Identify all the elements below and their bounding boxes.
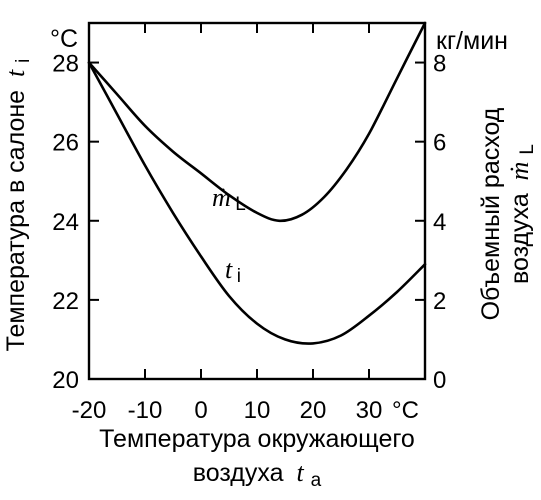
y-left-tick-label: 24 bbox=[52, 209, 79, 236]
series-line-interior-temp bbox=[87, 61, 427, 345]
y-right-tick-label: 6 bbox=[433, 130, 446, 157]
y-right-axis-label-line-2: воздуха ṁ L bbox=[505, 144, 538, 284]
y-right-axis-label-text: воздуха bbox=[506, 193, 534, 284]
series-label-interior-temp: t i bbox=[225, 255, 241, 287]
series-label-mass-flow-subscript: L bbox=[235, 194, 246, 215]
y-left-axis-subscript: i bbox=[13, 59, 34, 63]
x-tick-label: -10 bbox=[128, 397, 163, 424]
x-tick-label: 10 bbox=[244, 397, 271, 424]
curves bbox=[87, 21, 427, 345]
y-right-axis-symbol: ṁ bbox=[505, 162, 534, 181]
y-left-tick-label: 28 bbox=[52, 51, 79, 78]
y-right-tick-label: 4 bbox=[433, 209, 446, 236]
y-right-tick-label: 2 bbox=[433, 288, 446, 315]
y-right-tick-label: 0 bbox=[433, 367, 446, 394]
y-left-axis-label: Температура в салоне t i bbox=[1, 59, 34, 352]
y-left-tick-label: 20 bbox=[52, 367, 79, 394]
y-right-tick-label: 8 bbox=[433, 51, 446, 78]
y-left-tick-label: 22 bbox=[52, 288, 79, 315]
series-label-mass-flow: ṁ L bbox=[212, 183, 246, 215]
x-tick-label: 0 bbox=[194, 397, 207, 424]
series-label-mass-flow-symbol: ṁ bbox=[212, 183, 231, 212]
y-left-unit: °C bbox=[50, 25, 78, 53]
x-axis-label-line-2: воздуха t a bbox=[193, 458, 322, 491]
y-left-tick-label: 26 bbox=[52, 130, 79, 157]
series-label-interior-temp-subscript: i bbox=[237, 266, 241, 287]
x-axis-unit: °C bbox=[392, 397, 419, 424]
series-line-mass-flow bbox=[87, 21, 427, 223]
y-left-axis-label-text: Температура в салоне bbox=[2, 90, 30, 351]
x-axis-subscript: a bbox=[311, 470, 322, 491]
x-tick-label: -20 bbox=[72, 397, 107, 424]
ticks bbox=[88, 23, 425, 380]
plot-frame bbox=[87, 21, 427, 381]
x-tick-label: 30 bbox=[356, 397, 383, 424]
x-axis-label-text: воздуха bbox=[193, 459, 284, 487]
series-label-interior-temp-symbol: t bbox=[225, 255, 233, 284]
x-tick-label: 20 bbox=[300, 397, 327, 424]
x-axis-symbol: t bbox=[296, 458, 304, 487]
x-axis-label-line-1: Температура окружающего bbox=[99, 425, 415, 453]
y-right-axis-subscript: L bbox=[517, 144, 538, 155]
y-right-axis-label-line-1: Объемный расход bbox=[477, 107, 505, 320]
y-right-unit: кг/мин bbox=[436, 27, 508, 55]
y-left-axis-symbol: t bbox=[1, 69, 30, 77]
